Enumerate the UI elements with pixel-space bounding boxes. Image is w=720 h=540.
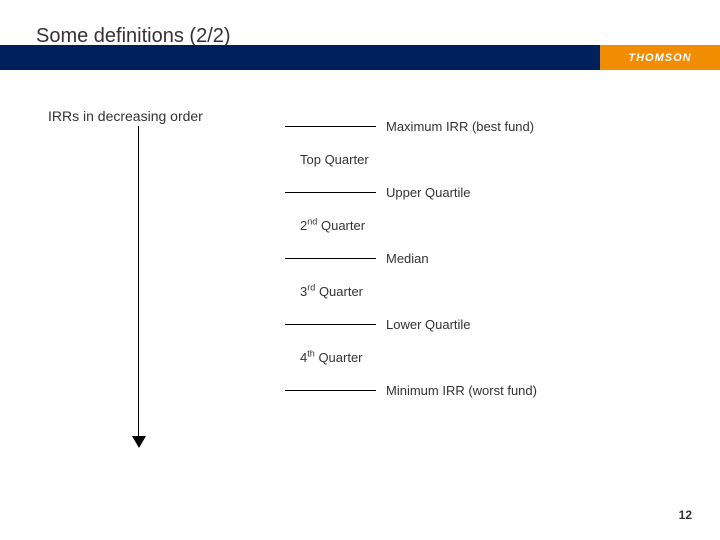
quarter-label: 2nd Quarter	[300, 218, 365, 233]
level-label: Median	[386, 251, 429, 266]
level-tick	[285, 324, 376, 325]
slide: Some definitions (2/2) THOMSON IRRs in d…	[0, 0, 720, 540]
thomson-logo: THOMSON	[628, 52, 691, 64]
quarter-label: Top Quarter	[300, 152, 369, 167]
level-tick	[285, 390, 376, 391]
title-band: Some definitions (2/2) THOMSON	[0, 0, 720, 70]
arrow-shaft	[138, 126, 139, 442]
level-label: Lower Quartile	[386, 317, 471, 332]
level-label: Upper Quartile	[386, 185, 471, 200]
level-label: Maximum IRR (best fund)	[386, 119, 534, 134]
level-tick	[285, 192, 376, 193]
arrow-head-icon	[132, 436, 146, 448]
axis-caption: IRRs in decreasing order	[48, 108, 203, 124]
level-tick	[285, 258, 376, 259]
blue-bar	[0, 45, 600, 70]
quarter-label: 3rd Quarter	[300, 284, 363, 299]
level-label: Minimum IRR (worst fund)	[386, 383, 537, 398]
page-number: 12	[679, 508, 692, 522]
orange-bar: THOMSON	[600, 45, 720, 70]
level-tick	[285, 126, 376, 127]
quarter-label: 4th Quarter	[300, 350, 363, 365]
